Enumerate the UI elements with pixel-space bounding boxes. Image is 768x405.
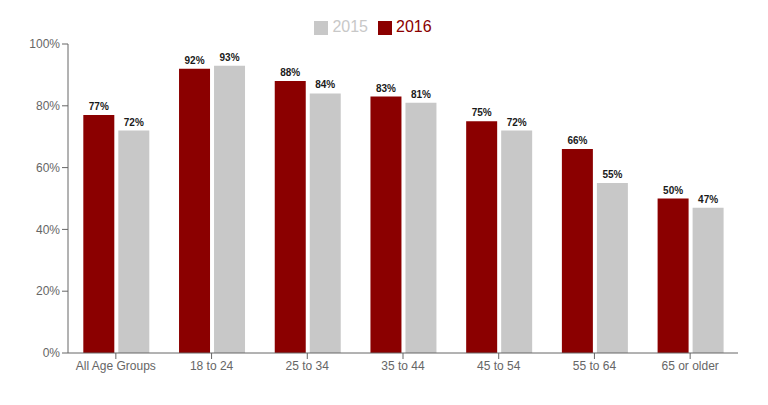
svg-text:92%: 92% — [185, 55, 205, 66]
svg-text:75%: 75% — [472, 107, 492, 118]
svg-text:40%: 40% — [36, 223, 60, 237]
svg-text:47%: 47% — [698, 194, 718, 205]
svg-text:80%: 80% — [36, 99, 60, 113]
svg-text:88%: 88% — [280, 67, 300, 78]
svg-text:60%: 60% — [36, 161, 60, 175]
svg-text:77%: 77% — [89, 101, 109, 112]
html-text:2015: 2015 — [332, 18, 368, 35]
svg-text:83%: 83% — [376, 83, 396, 94]
svg-text:66%: 66% — [567, 135, 587, 146]
html-text:2016: 2016 — [396, 18, 432, 35]
svg-text:100%: 100% — [29, 37, 60, 51]
svg-text:81%: 81% — [411, 89, 431, 100]
svg-text:72%: 72% — [124, 117, 144, 128]
svg-text:35 to 44: 35 to 44 — [381, 359, 425, 373]
svg-text:50%: 50% — [663, 185, 683, 196]
svg-text:25 to 34: 25 to 34 — [286, 359, 330, 373]
svg-text:45 to 54: 45 to 54 — [477, 359, 521, 373]
svg-text:0%: 0% — [43, 346, 61, 360]
svg-text:65 or older: 65 or older — [661, 359, 718, 373]
svg-text:18 to 24: 18 to 24 — [190, 359, 234, 373]
svg-text:55%: 55% — [602, 169, 622, 180]
svg-text:All Age Groups: All Age Groups — [76, 359, 156, 373]
svg-text:93%: 93% — [220, 52, 240, 63]
svg-text:84%: 84% — [315, 79, 335, 90]
svg-text:55 to 64: 55 to 64 — [573, 359, 617, 373]
svg-text:72%: 72% — [507, 117, 527, 128]
svg-text:20%: 20% — [36, 284, 60, 298]
